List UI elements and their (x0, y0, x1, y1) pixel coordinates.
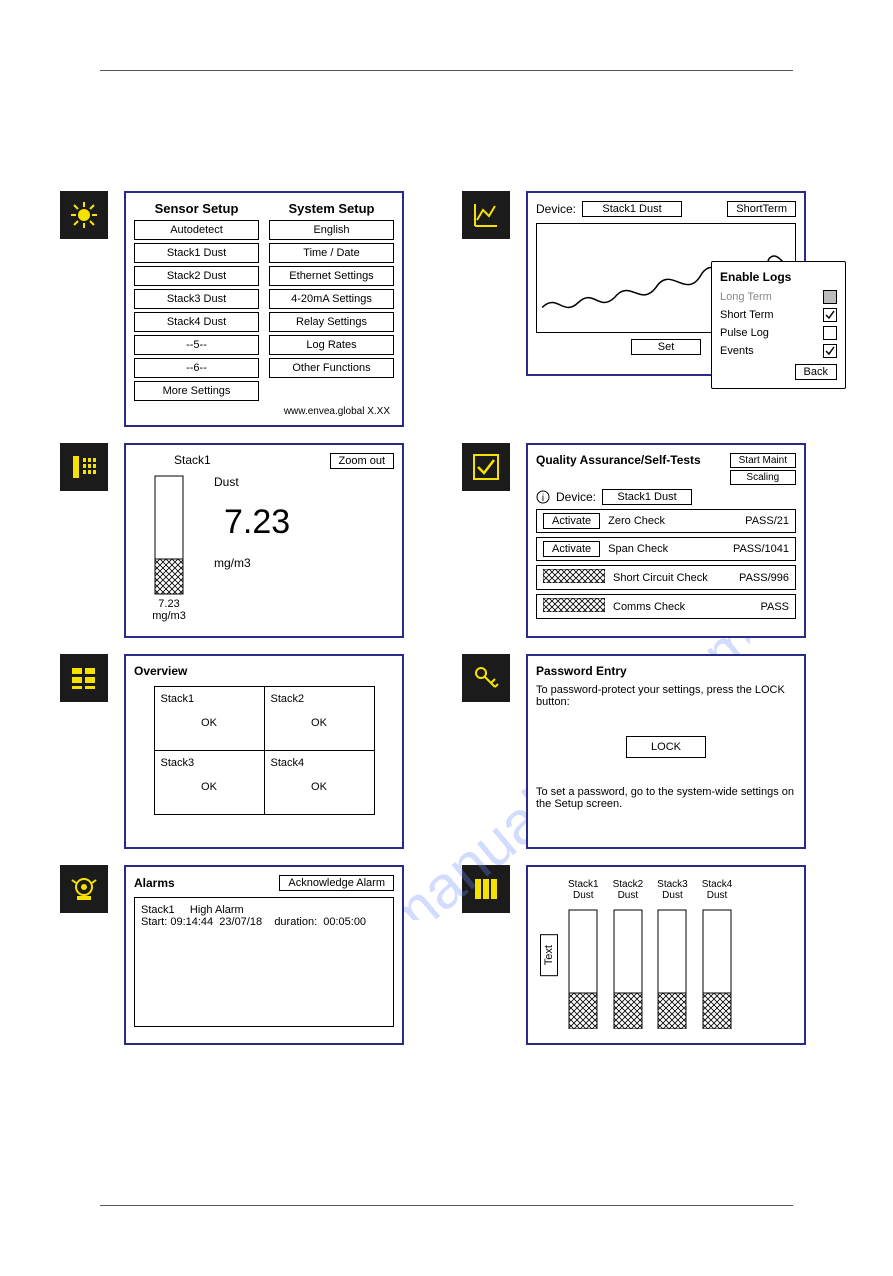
overview-cell[interactable]: Stack4OK (264, 750, 375, 815)
start-maint-button[interactable]: Start Maint (730, 453, 796, 468)
key-icon (462, 654, 510, 702)
password-line2: To set a password, go to the system-wide… (536, 786, 796, 810)
gauge-bar (154, 475, 184, 595)
qa-shaded-box (543, 569, 605, 586)
qa-test-result: PASS/996 (739, 572, 789, 584)
svg-text:i: i (542, 493, 544, 504)
log-option[interactable]: Short Term (720, 308, 837, 322)
qa-test-name: Short Circuit Check (613, 572, 731, 584)
qa-device-label: Device: (556, 490, 596, 504)
setup-footer: www.envea.global X.XX (134, 406, 390, 417)
system-setup-button[interactable]: Time / Date (269, 243, 394, 263)
enable-logs-header: Enable Logs (720, 270, 837, 284)
shortterm-button[interactable]: ShortTerm (727, 201, 796, 217)
multi-bar: Stack2Dust (613, 879, 644, 1031)
qa-test-name: Comms Check (613, 601, 752, 613)
chart-icon (462, 191, 510, 239)
bar-icon (60, 443, 108, 491)
system-setup-header: System Setup (269, 201, 394, 216)
zoom-out-button[interactable]: Zoom out (330, 453, 394, 469)
log-option[interactable]: Long Term (720, 290, 837, 304)
qa-test-name: Zero Check (608, 515, 737, 527)
back-button[interactable]: Back (795, 364, 837, 380)
system-setup-button[interactable]: Ethernet Settings (269, 266, 394, 286)
system-setup-button[interactable]: Log Rates (269, 335, 394, 355)
setup-panel: Sensor Setup Autodetect Stack1 Dust Stack2… (124, 191, 404, 427)
system-setup-button[interactable]: Relay Settings (269, 312, 394, 332)
gauge-stack-label: Stack1 (174, 453, 211, 469)
enable-logs-popup: Enable Logs Long Term Short Term Pulse Log… (711, 261, 846, 389)
qa-test-result: PASS (760, 601, 789, 613)
alarms-list: Stack1 High Alarm Start: 09:14:44 23/07/… (134, 897, 394, 1027)
scaling-button[interactable]: Scaling (730, 470, 796, 485)
sensor-setup-button[interactable]: Stack1 Dust (134, 243, 259, 263)
alarm-entry-line1: Stack1 High Alarm (141, 904, 387, 916)
gauge-panel: Stack1 Zoom out 7.23 mg/m3 Dust 7.23 mg/… (124, 443, 404, 638)
qa-test-row: Short Circuit Check PASS/996 (536, 565, 796, 590)
qa-device-select[interactable]: Stack1 Dust (602, 489, 692, 505)
qa-test-row: Activate Zero Check PASS/21 (536, 509, 796, 533)
overview-cell[interactable]: Stack1OK (154, 686, 265, 751)
qa-title: Quality Assurance/Self-Tests (536, 453, 730, 467)
qa-test-result: PASS/21 (745, 515, 789, 527)
sensor-setup-button[interactable]: Stack3 Dust (134, 289, 259, 309)
overview-cell[interactable]: Stack2OK (264, 686, 375, 751)
gauge-bar-unit: mg/m3 (134, 610, 204, 622)
sensor-setup-button[interactable]: Stack4 Dust (134, 312, 259, 332)
alarms-title: Alarms (134, 876, 175, 890)
setup-icon (60, 191, 108, 239)
multi-bar: Stack4Dust (702, 879, 733, 1031)
gauge-value: 7.23 (224, 503, 394, 542)
device-select[interactable]: Stack1 Dust (582, 201, 682, 217)
qa-test-row: Comms Check PASS (536, 594, 796, 619)
activate-button[interactable]: Activate (543, 513, 600, 529)
gauge-bar-value: 7.23 (134, 598, 204, 610)
multi-bar-panel: Text Stack1Dust Stack2Dust Stack3Dust Stack… (526, 865, 806, 1045)
alarm-entry-line2: Start: 09:14:44 23/07/18 duration: 00:05… (141, 916, 387, 928)
sensor-setup-header: Sensor Setup (134, 201, 259, 216)
gauge-unit: mg/m3 (214, 556, 394, 570)
overview-icon (60, 654, 108, 702)
sensor-setup-button[interactable]: Autodetect (134, 220, 259, 240)
multi-bar-icon (462, 865, 510, 913)
qa-shaded-box (543, 598, 605, 615)
sensor-setup-button[interactable]: Stack2 Dust (134, 266, 259, 286)
overview-title: Overview (134, 664, 394, 678)
qa-test-result: PASS/1041 (733, 543, 789, 555)
system-setup-button[interactable]: 4-20mA Settings (269, 289, 394, 309)
text-button[interactable]: Text (540, 934, 558, 976)
multi-bar: Stack1Dust (568, 879, 599, 1031)
check-icon (462, 443, 510, 491)
sensor-setup-button[interactable]: More Settings (134, 381, 259, 401)
qa-test-name: Span Check (608, 543, 725, 555)
password-panel: Password Entry To password-protect your … (526, 654, 806, 849)
gauge-type: Dust (214, 475, 394, 489)
sensor-setup-button[interactable]: --5-- (134, 335, 259, 355)
system-setup-button[interactable]: English (269, 220, 394, 240)
info-icon: i (536, 490, 550, 504)
set-button[interactable]: Set (631, 339, 701, 355)
password-title: Password Entry (536, 664, 796, 678)
lock-button[interactable]: LOCK (626, 736, 706, 758)
password-line1: To password-protect your settings, press… (536, 684, 796, 708)
overview-cell[interactable]: Stack3OK (154, 750, 265, 815)
multi-bar: Stack3Dust (657, 879, 688, 1031)
alarms-panel: Alarms Acknowledge Alarm Stack1 High Ala… (124, 865, 404, 1045)
device-label: Device: (536, 202, 576, 216)
log-option[interactable]: Events (720, 344, 837, 358)
log-option[interactable]: Pulse Log (720, 326, 837, 340)
sensor-setup-button[interactable]: --6-- (134, 358, 259, 378)
qa-test-row: Activate Span Check PASS/1041 (536, 537, 796, 561)
system-setup-button[interactable]: Other Functions (269, 358, 394, 378)
qa-panel: Quality Assurance/Self-Tests Start Maint… (526, 443, 806, 638)
ack-alarm-button[interactable]: Acknowledge Alarm (279, 875, 394, 891)
overview-panel: Overview Stack1OKStack2OKStack3OKStack4O… (124, 654, 404, 849)
alarm-icon (60, 865, 108, 913)
activate-button[interactable]: Activate (543, 541, 600, 557)
